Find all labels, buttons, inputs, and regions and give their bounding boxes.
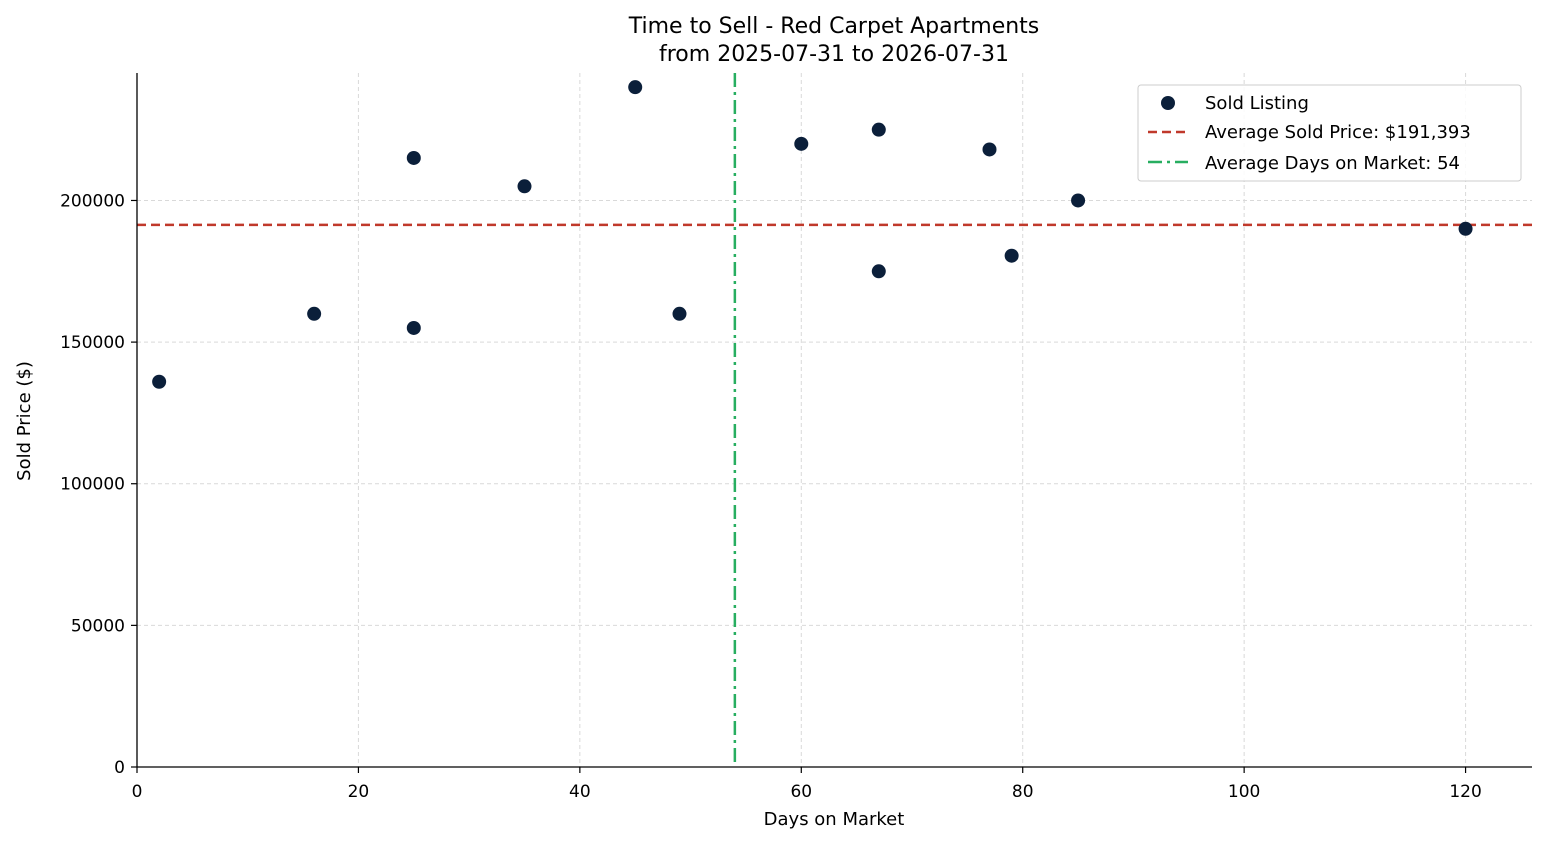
x-tick-label: 20 <box>348 782 370 802</box>
sold-listing-point <box>406 320 421 335</box>
x-tick-label: 80 <box>1012 782 1034 802</box>
chart-subtitle: from 2025-07-31 to 2026-07-31 <box>659 42 1009 67</box>
sold-listing-point <box>1004 248 1019 263</box>
chart-title: Time to Sell - Red Carpet Apartments <box>628 14 1040 39</box>
sold-listing-point <box>406 150 421 165</box>
y-tick-label: 0 <box>114 758 125 778</box>
sold-listing-point <box>152 374 167 389</box>
x-axis-label: Days on Market <box>764 809 905 830</box>
sold-listing-point <box>307 306 322 321</box>
x-tick-label: 60 <box>790 782 812 802</box>
x-tick-label: 100 <box>1228 782 1260 802</box>
legend-label-sold-listing: Sold Listing <box>1205 93 1309 114</box>
x-tick-label: 40 <box>569 782 591 802</box>
y-tick-label: 100000 <box>60 475 125 495</box>
axes <box>131 73 1532 773</box>
sold-listing-point <box>871 122 886 137</box>
y-tick-label: 200000 <box>60 191 125 211</box>
sold-listing-point <box>1458 221 1473 236</box>
sold-listing-point <box>871 264 886 279</box>
y-tick-label: 50000 <box>71 616 125 636</box>
y-axis-label: Sold Price ($) <box>14 361 35 481</box>
sold-listing-point <box>672 306 687 321</box>
sold-listing-point <box>794 136 809 151</box>
x-tick-label: 120 <box>1449 782 1481 802</box>
legend-box <box>1137 84 1522 182</box>
legend-label-average-sold-price: Average Sold Price: $191,393 <box>1205 122 1471 143</box>
tick-labels: 0 20 40 60 80 100 120 0 50000 100000 150000 200000 <box>60 191 1482 802</box>
sold-listing-point <box>982 142 997 157</box>
reference-lines <box>137 73 1532 767</box>
sold-listing-point <box>1071 193 1086 208</box>
grid <box>137 73 1532 767</box>
y-tick-label: 150000 <box>60 333 125 353</box>
data-points <box>152 80 1473 389</box>
sold-listing-point <box>628 80 643 95</box>
x-tick-label: 0 <box>132 782 143 802</box>
legend-label-average-days-on-market: Average Days on Market: 54 <box>1205 153 1460 174</box>
legend: Sold Listing Average Sold Price: $191,39… <box>1137 84 1522 182</box>
sold-listing-point <box>517 179 532 194</box>
legend-marker-sold-listing <box>1161 96 1175 110</box>
